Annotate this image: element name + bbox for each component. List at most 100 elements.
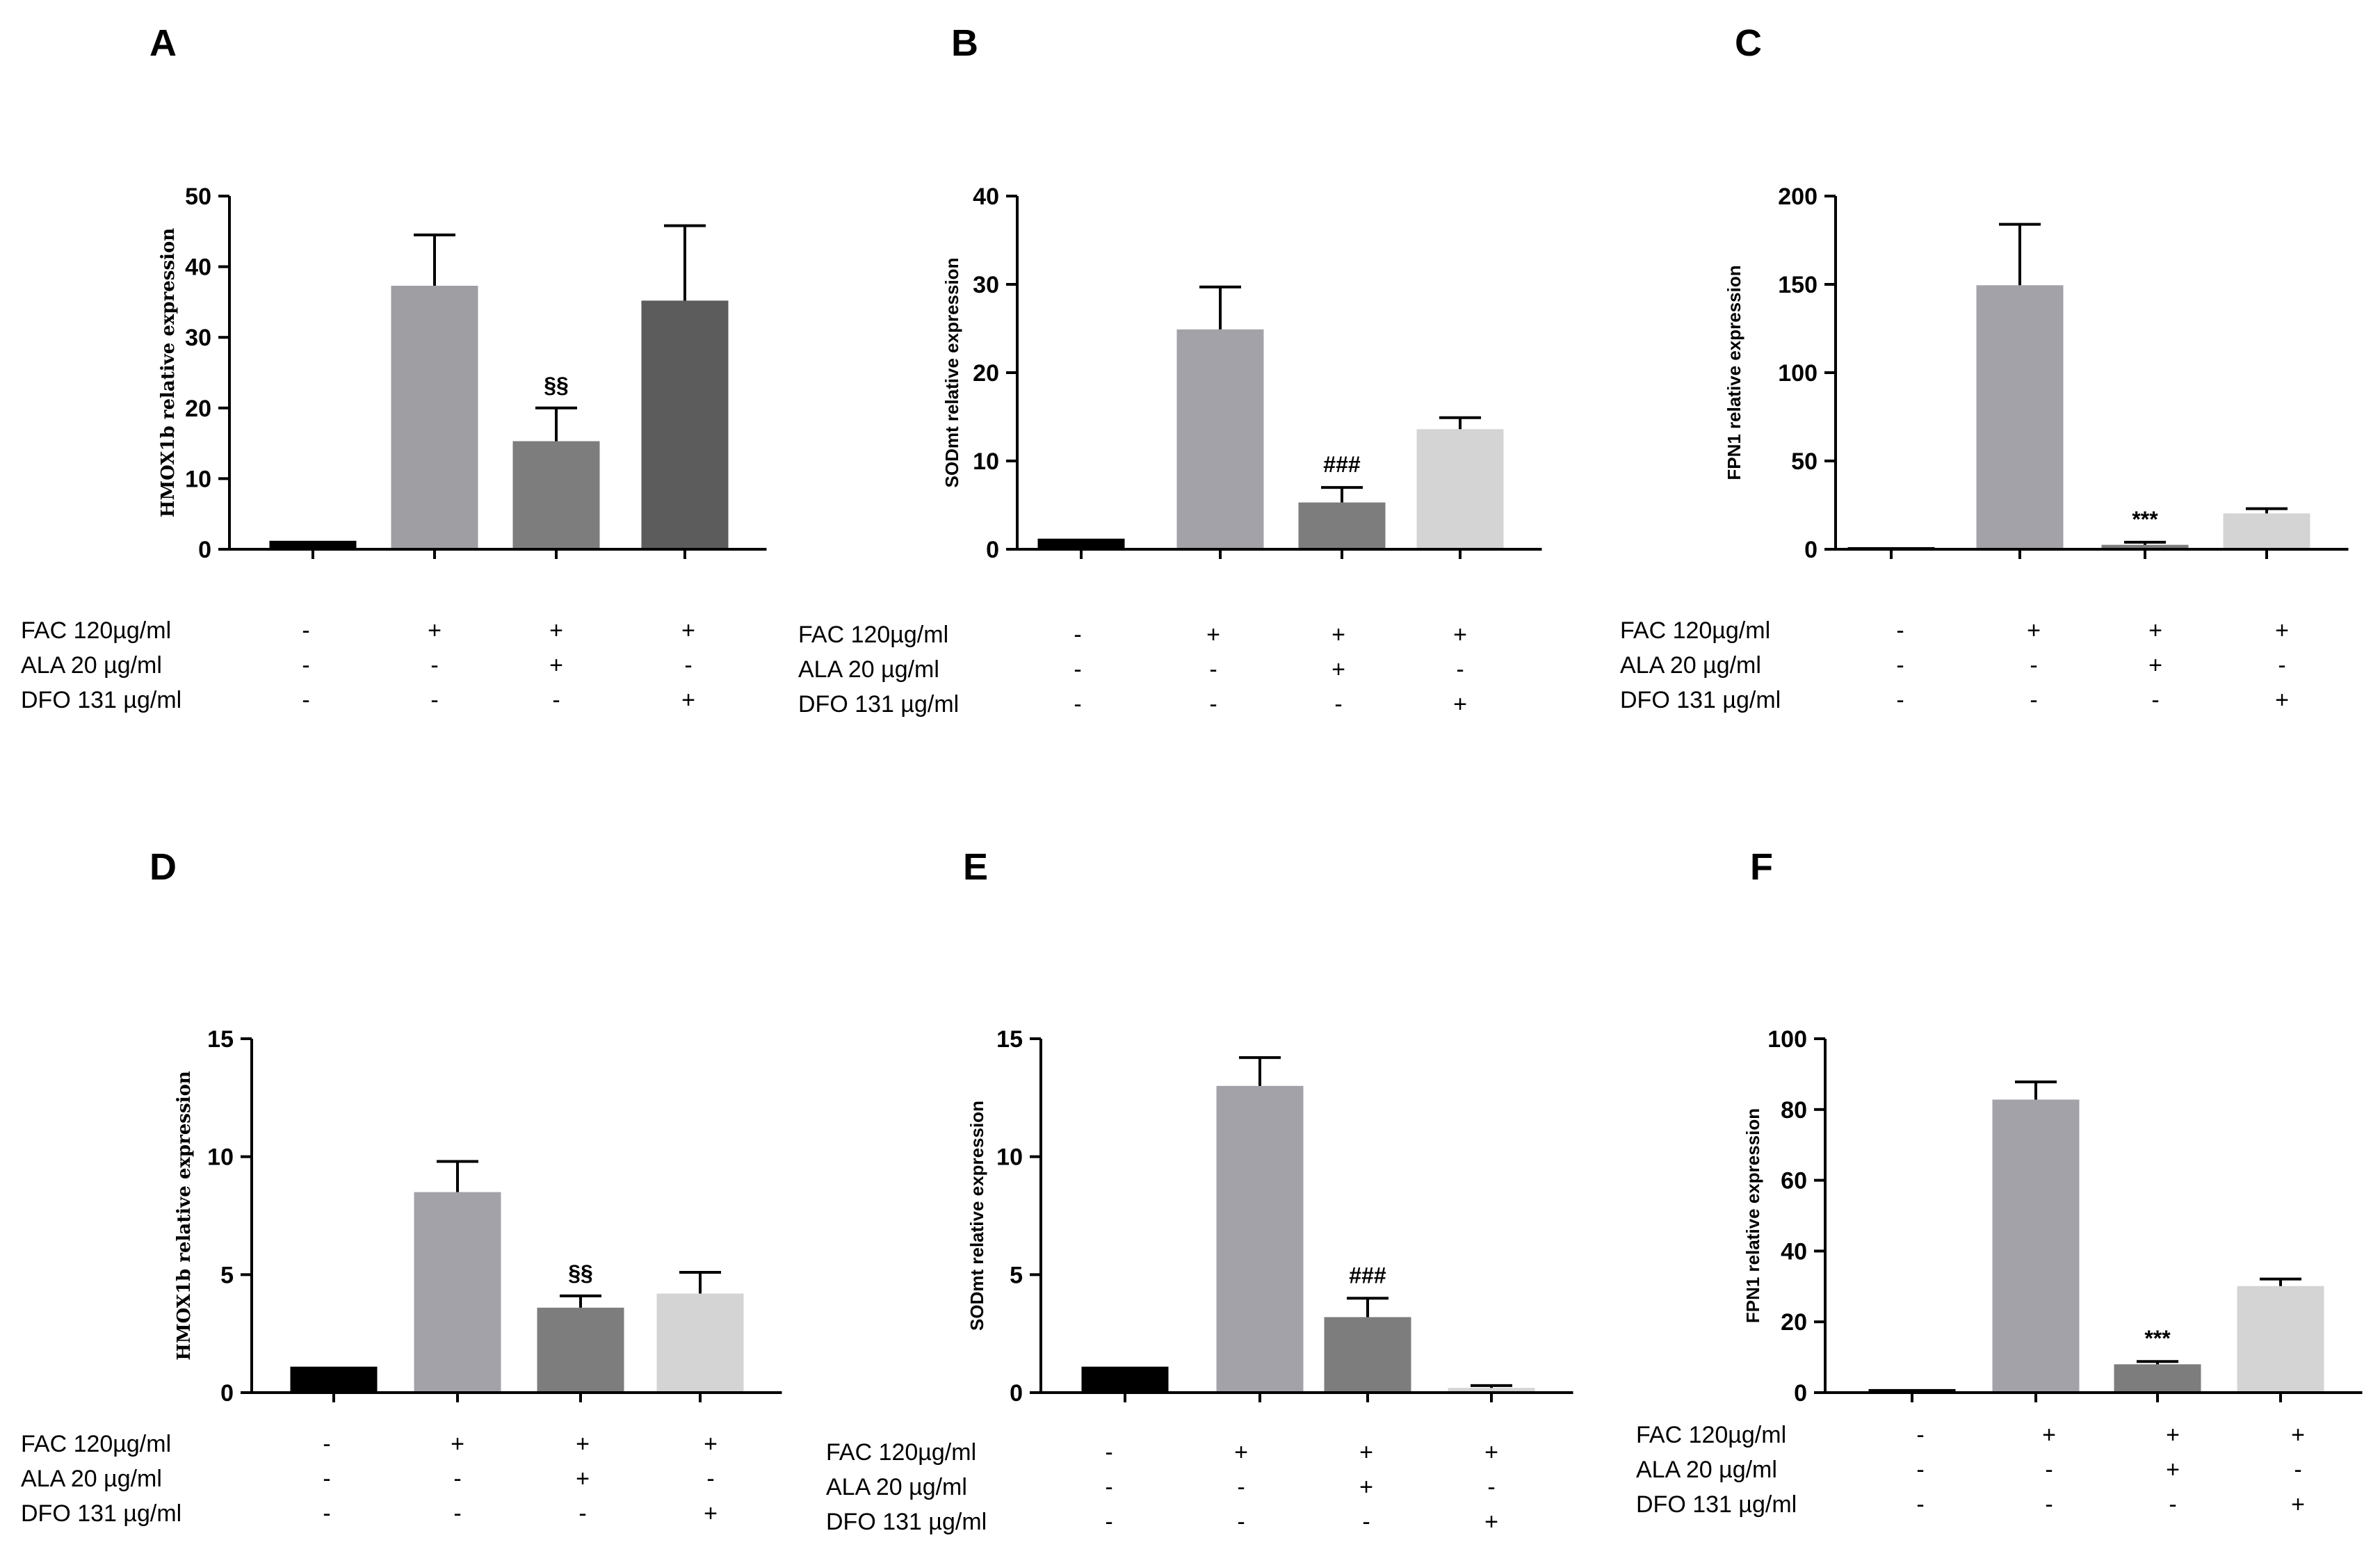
condition-sign: - xyxy=(1209,656,1217,683)
y-tick-label: 20 xyxy=(1781,1309,1807,1336)
condition-sign: - xyxy=(706,1466,714,1492)
condition-sign: + xyxy=(549,617,563,644)
bar xyxy=(537,1307,624,1393)
condition-sign: + xyxy=(2166,1457,2180,1483)
condition-sign: - xyxy=(1334,691,1342,718)
bar xyxy=(512,441,600,549)
panel-letter: B xyxy=(951,22,978,64)
chart-panel-a: A §§ 0 10 20 30 40 50 HMOX1b relative expression… xyxy=(21,22,767,713)
bar xyxy=(1037,538,1125,549)
bar xyxy=(1868,1388,1956,1393)
y-axis-title: HMOX1b relative expression xyxy=(174,1071,195,1361)
condition-sign: - xyxy=(453,1466,461,1492)
y-tick-label: 30 xyxy=(973,272,999,298)
panel-letter: F xyxy=(1750,846,1773,888)
y-tick-label: 100 xyxy=(1778,360,1818,387)
y-axis-title: FPN1 relative expression xyxy=(1724,265,1744,480)
condition-sign: - xyxy=(1074,622,1081,648)
y-tick-label: 5 xyxy=(1010,1262,1023,1288)
condition-sign: - xyxy=(1456,656,1464,683)
condition-sign: - xyxy=(1916,1422,1924,1448)
y-tick-label: 40 xyxy=(1781,1238,1807,1265)
condition-label: FAC 120µg/ml xyxy=(21,1431,171,1457)
condition-label: ALA 20 µg/ml xyxy=(21,1466,162,1492)
condition-label: ALA 20 µg/ml xyxy=(798,656,939,683)
condition-label: FAC 120µg/ml xyxy=(1620,617,1770,644)
bar xyxy=(1416,429,1504,549)
condition-sign: + xyxy=(1331,622,1345,648)
condition-label: DFO 131 µg/ml xyxy=(1620,687,1781,713)
condition-sign: - xyxy=(453,1500,461,1527)
significance-label: ### xyxy=(1349,1263,1386,1288)
y-axis-title: HMOX1b relative expression xyxy=(158,228,179,518)
condition-sign: - xyxy=(1074,691,1081,718)
y-tick-label: 10 xyxy=(996,1144,1023,1171)
condition-label: DFO 131 µg/ml xyxy=(21,1500,181,1527)
condition-sign: + xyxy=(2291,1422,2305,1448)
condition-sign: + xyxy=(2027,617,2041,644)
bar xyxy=(1976,285,2064,549)
bar xyxy=(1448,1388,1535,1393)
panel-letter: A xyxy=(149,22,177,64)
significance-label: ### xyxy=(1323,452,1361,477)
y-tick-label: 10 xyxy=(185,466,211,492)
y-tick-label: 50 xyxy=(185,184,211,210)
condition-sign: - xyxy=(1916,1491,1924,1518)
y-tick-label: 100 xyxy=(1767,1026,1807,1053)
bar xyxy=(641,300,729,549)
chart-panel-b: B ### 0 10 20 30 40 SODmt relative expression FA… xyxy=(798,22,1542,718)
y-tick-label: 200 xyxy=(1778,184,1818,210)
condition-sign: - xyxy=(1916,1457,1924,1483)
bar xyxy=(1992,1099,2080,1393)
condition-label: FAC 120µg/ml xyxy=(798,622,948,648)
bar xyxy=(2237,1286,2324,1393)
chart-panel-f: F *** 0 20 40 60 80 100 FPN1 relative expression… xyxy=(1636,846,2363,1518)
condition-sign: + xyxy=(1359,1439,1373,1466)
condition-sign: - xyxy=(430,652,438,679)
bar xyxy=(1081,1366,1169,1393)
condition-sign: - xyxy=(1362,1509,1370,1535)
condition-sign: + xyxy=(576,1431,590,1457)
condition-sign: - xyxy=(2278,652,2285,679)
bar xyxy=(2114,1364,2201,1393)
y-tick-label: 60 xyxy=(1781,1168,1807,1194)
chart-panel-d: D §§ 0 5 10 15 HMOX1b relative expression FAC 1… xyxy=(21,846,782,1527)
condition-sign: - xyxy=(1896,617,1904,644)
y-tick-label: 0 xyxy=(220,1380,234,1407)
y-tick-label: 15 xyxy=(207,1026,234,1053)
condition-sign: - xyxy=(552,687,560,713)
condition-label: DFO 131 µg/ml xyxy=(21,687,181,713)
condition-sign: - xyxy=(2030,652,2037,679)
condition-sign: - xyxy=(323,1500,330,1527)
bar xyxy=(391,286,478,549)
bar xyxy=(269,540,357,549)
bar xyxy=(656,1293,744,1393)
significance-label: *** xyxy=(2132,507,2158,532)
condition-sign: - xyxy=(1237,1474,1245,1500)
condition-sign: + xyxy=(1453,622,1467,648)
condition-sign: - xyxy=(2169,1491,2176,1518)
y-axis-title: SODmt relative expression xyxy=(966,1101,987,1331)
y-tick-label: 80 xyxy=(1781,1097,1807,1124)
bar xyxy=(2101,544,2189,549)
condition-label: DFO 131 µg/ml xyxy=(1636,1491,1797,1518)
condition-sign: - xyxy=(302,652,309,679)
y-tick-label: 10 xyxy=(207,1144,234,1171)
panel-letter: C xyxy=(1735,22,1762,64)
condition-sign: - xyxy=(2045,1457,2053,1483)
y-tick-label: 0 xyxy=(986,537,999,563)
condition-sign: + xyxy=(2166,1422,2180,1448)
condition-sign: - xyxy=(2045,1491,2053,1518)
y-tick-label: 0 xyxy=(1804,537,1818,563)
y-axis-title: SODmt relative expression xyxy=(941,258,962,488)
significance-label: §§ xyxy=(568,1261,593,1286)
condition-label: FAC 120µg/ml xyxy=(1636,1422,1786,1448)
condition-sign: + xyxy=(451,1431,464,1457)
panel-letter: D xyxy=(149,846,177,888)
condition-sign: + xyxy=(1359,1474,1373,1500)
condition-sign: + xyxy=(704,1500,718,1527)
condition-sign: + xyxy=(1206,622,1220,648)
chart-panel-c: C *** 0 50 100 150 200 FPN1 relative expression… xyxy=(1620,22,2349,713)
condition-label: ALA 20 µg/ml xyxy=(1620,652,1761,679)
condition-sign: + xyxy=(1484,1439,1498,1466)
